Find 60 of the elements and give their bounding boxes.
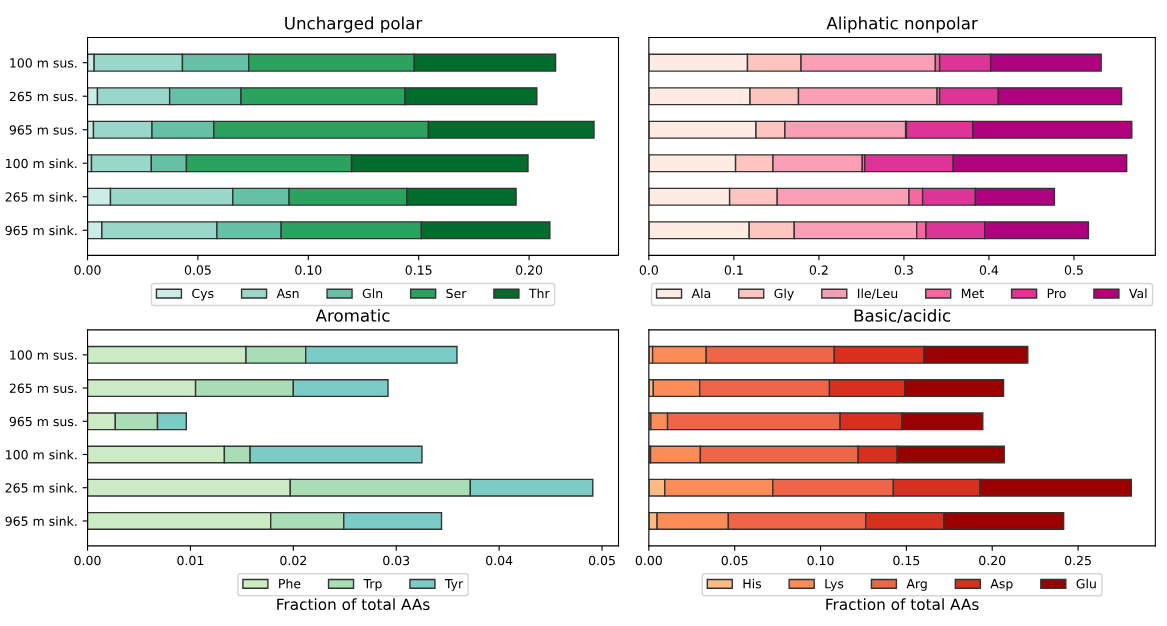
legend-label: Gln [362,288,383,299]
legend-label: Asn [276,288,299,299]
x-tick-label: 0.25 [1064,555,1091,566]
legend-label: Tyr [444,579,464,591]
x-tick-label: 0.05 [184,265,211,275]
y-tick-label: 265 m sink. [5,482,77,493]
x-tick-label: 0.20 [979,555,1006,566]
y-tick-label: 100 m sus. [10,58,77,68]
x-tick-label: 0.05 [588,555,615,566]
legend-label: Ile/Leu [858,288,898,300]
legend-label: Thr [528,288,550,298]
legend-label: Cys [192,288,214,301]
x-tick-label: 0.04 [486,555,513,566]
legend-label: Val [1129,288,1147,299]
x-tick-label: 0.03 [383,555,410,566]
x-axis-title: Fraction of total AAs [826,598,979,611]
chart-title: Aromatic [315,308,390,322]
x-axis-title: Fraction of total AAs [277,598,430,611]
y-tick-label: 265 m sus. [9,383,77,393]
legend-label: Glu [1076,578,1096,589]
x-tick-label: 0.10 [807,555,834,566]
legend-label: Ala [691,288,711,299]
y-tick-label: 965 m sink. [5,516,77,526]
y-tick-label: 100 m sink. [6,158,77,169]
legend-label: Pro [1047,288,1066,299]
x-tick-label: 0.5 [1064,265,1083,275]
legend-label: Ser [446,288,467,299]
y-tick-label: 965 m sus. [9,125,77,135]
x-tick-label: 0.15 [405,265,432,275]
y-tick-label: 965 m sus. [9,416,77,427]
chart-title: Aliphatic nonpolar [826,16,978,33]
y-tick-label: 965 m sink. [5,225,77,236]
legend-label: Phe [279,578,301,589]
x-tick-label: 0.10 [295,265,322,275]
x-tick-label: 0.3 [894,265,913,275]
x-tick-label: 0.05 [721,555,748,566]
legend-label: Gly [774,288,794,301]
x-tick-label: 0.2 [809,265,828,275]
y-tick-label: 100 m sus. [10,350,77,360]
y-tick-label: 265 m sus. [9,91,77,102]
x-tick-label: 0.1 [724,265,743,275]
legend-label: His [743,578,762,589]
x-tick-label: 0.20 [516,265,543,275]
x-tick-label: 0.0 [639,265,658,275]
legend-label: Asp [990,579,1013,591]
x-tick-label: 0.02 [280,555,306,566]
legend-label: Trp [363,579,382,591]
x-tick-label: 0.00 [635,555,662,566]
x-tick-label: 0.00 [74,265,101,275]
legend-label: Arg [906,579,927,591]
legend-label: Met [961,288,984,299]
x-tick-label: 0.01 [177,555,204,566]
x-tick-label: 0.00 [74,555,101,566]
x-tick-label: 0.15 [893,555,920,566]
y-tick-label: 265 m sink. [5,192,77,202]
x-tick-label: 0.4 [979,265,999,275]
chart-title: Basic/acidic [854,308,951,324]
y-tick-label: 100 m sink. [6,449,77,460]
chart-title: Uncharged polar [285,16,423,33]
legend-label: Lys [825,579,844,591]
